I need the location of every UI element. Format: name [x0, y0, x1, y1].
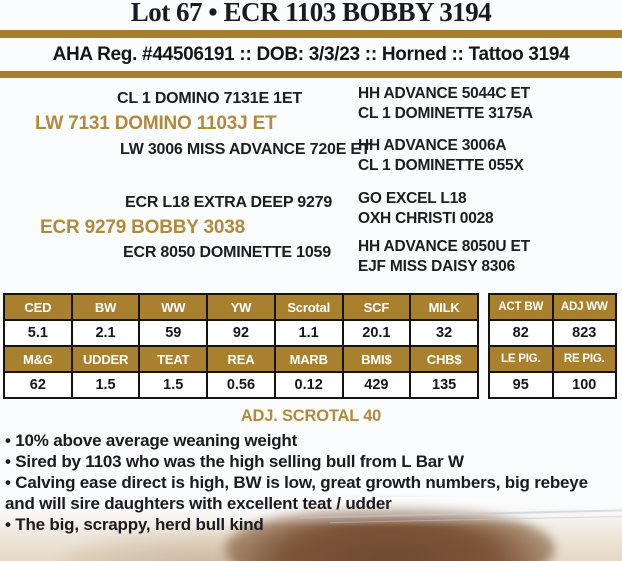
epd-header-cell: WW: [138, 293, 209, 321]
registration-line: AHA Reg. #44506191 :: DOB: 3/3/23 :: Hor…: [52, 44, 570, 65]
epd-value-row: 62 1.5 1.5 0.56 0.12 429 135: [3, 371, 479, 399]
epd-header-cell: MARB: [273, 345, 344, 373]
epd-header-cell: REA: [206, 345, 276, 373]
epd-header-cell: UDDER: [70, 345, 141, 373]
epd-table: CED BW WW YW Scrotal SCF MILK 5.1 2.1 59…: [3, 293, 479, 399]
epd-value-cell: 135: [409, 371, 479, 399]
sire-granddam: LW 3006 MISS ADVANCE 720E ET: [120, 141, 371, 158]
weights-value-cell: 100: [551, 371, 617, 399]
epd-header-cell: SCF: [341, 293, 412, 321]
epd-header-cell: BW: [70, 293, 141, 321]
sire-ancestor: HH ADVANCE 5044C ET: [358, 85, 530, 102]
weights-value-row: 95 100: [488, 371, 617, 399]
weights-value-cell: 823: [551, 319, 617, 347]
epd-header-cell: Scrotal: [273, 293, 344, 321]
weights-table: ACT BW ADJ WW 82 823 LE PIG. RE PIG. 95 …: [488, 293, 617, 399]
weights-value-row: 82 823: [488, 319, 617, 347]
weights-header-cell: RE PIG.: [551, 345, 617, 373]
epd-value-cell: 62: [3, 371, 73, 399]
sire-ancestor: CL 1 DOMINETTE 055X: [358, 157, 524, 174]
dam-ancestor: GO EXCEL L18: [358, 190, 467, 207]
epd-value-cell: 1.5: [70, 371, 141, 399]
epd-value-cell: 20.1: [341, 319, 412, 347]
epd-header-cell: CHB$: [409, 345, 479, 373]
dam-granddam: ECR 8050 DOMINETTE 1059: [123, 244, 331, 261]
gold-divider-top: [0, 30, 622, 38]
sale-notes: 10% above average weaning weight Sired b…: [5, 430, 618, 535]
epd-value-cell: 32: [409, 319, 479, 347]
sire-ancestor: CL 1 DOMINETTE 3175A: [358, 105, 533, 122]
note-item: 10% above average weaning weight: [5, 430, 618, 451]
epd-value-cell: 0.12: [273, 371, 344, 399]
epd-value-cell: 5.1: [3, 319, 73, 347]
weights-value-cell: 82: [488, 319, 554, 347]
epd-header-cell: CED: [3, 293, 73, 321]
epd-header-row: CED BW WW YW Scrotal SCF MILK: [3, 293, 479, 321]
dam-ancestor: OXH CHRISTI 0028: [358, 210, 494, 227]
epd-value-row: 5.1 2.1 59 92 1.1 20.1 32: [3, 319, 479, 347]
epd-header-cell: BMI$: [341, 345, 412, 373]
epd-value-cell: 429: [341, 371, 412, 399]
weights-header-row: ACT BW ADJ WW: [488, 293, 617, 321]
epd-header-cell: MILK: [409, 293, 479, 321]
epd-header-row: M&G UDDER TEAT REA MARB BMI$ CHB$: [3, 345, 479, 373]
weights-value-cell: 95: [488, 371, 554, 399]
epd-value-cell: 59: [138, 319, 209, 347]
sire-name: LW 7131 DOMINO 1103J ET: [35, 113, 277, 134]
lot-title: Lot 67 • ECR 1103 BOBBY 3194: [130, 0, 492, 27]
dam-ancestor: HH ADVANCE 8050U ET: [358, 238, 530, 255]
weights-header-cell: ADJ WW: [551, 293, 617, 321]
epd-value-cell: 2.1: [70, 319, 141, 347]
epd-value-cell: 0.56: [206, 371, 276, 399]
sire-ancestor: HH ADVANCE 3006A: [358, 137, 507, 154]
epd-value-cell: 1.5: [138, 371, 209, 399]
dam-grandsire: ECR L18 EXTRA DEEP 9279: [125, 194, 333, 211]
epd-header-cell: YW: [206, 293, 276, 321]
epd-header-cell: TEAT: [138, 345, 209, 373]
gold-divider-bottom: [0, 71, 622, 78]
sire-grandsire: CL 1 DOMINO 7131E 1ET: [117, 90, 302, 107]
weights-header-row: LE PIG. RE PIG.: [488, 345, 617, 373]
epd-value-cell: 1.1: [273, 319, 344, 347]
weights-header-cell: ACT BW: [488, 293, 554, 321]
weights-header-cell: LE PIG.: [488, 345, 554, 373]
note-item: Calving ease direct is high, BW is low, …: [5, 472, 618, 514]
dam-ancestor: EJF MISS DAISY 8306: [358, 258, 516, 275]
note-item: Sired by 1103 who was the high selling b…: [5, 451, 618, 472]
epd-value-cell: 92: [206, 319, 276, 347]
epd-header-cell: M&G: [3, 345, 73, 373]
adj-scrotal-line: ADJ. SCROTAL 40: [240, 407, 382, 425]
dam-name: ECR 9279 BOBBY 3038: [40, 217, 245, 238]
note-item: The big, scrappy, herd bull kind: [5, 514, 618, 535]
